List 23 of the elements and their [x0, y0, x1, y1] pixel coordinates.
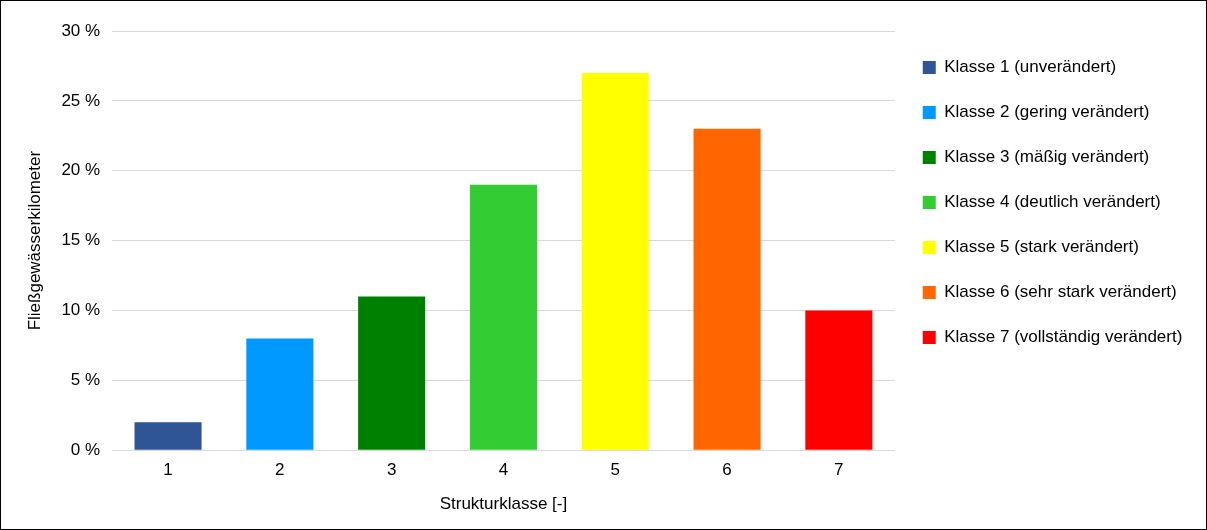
y-tick-label: 15 %	[61, 230, 101, 250]
y-tick-label: 5 %	[70, 370, 101, 390]
legend-label: Klasse 2 (gering verändert)	[944, 102, 1150, 122]
legend-label: Klasse 1 (unverändert)	[944, 57, 1117, 77]
y-tick-label: 0 %	[70, 439, 101, 459]
x-tick-label: 1	[163, 460, 173, 480]
legend-label: Klasse 6 (sehr stark verändert)	[944, 282, 1177, 302]
legend-label: Klasse 4 (deutlich verändert)	[944, 192, 1161, 212]
legend-label: Klasse 5 (stark verändert)	[944, 237, 1139, 257]
x-tick-label: 5	[610, 460, 620, 480]
y-axis-title: Fließgewässerkilometer	[24, 150, 44, 331]
y-tick-label: 20 %	[61, 160, 101, 180]
x-tick-label: 2	[275, 460, 285, 480]
x-axis-title: Strukturklasse [-]	[439, 494, 568, 514]
x-tick-label: 4	[498, 460, 509, 480]
x-tick-label: 7	[834, 460, 844, 480]
x-tick-label: 6	[722, 460, 732, 480]
y-tick-label: 25 %	[61, 90, 101, 110]
x-tick-label: 3	[386, 460, 397, 480]
y-tick-label: 30 %	[61, 20, 101, 40]
y-tick-label: 10 %	[61, 300, 101, 320]
legend-label: Klasse 7 (vollständig verändert)	[944, 327, 1183, 347]
legend-label: Klasse 3 (mäßig verändert)	[944, 147, 1150, 167]
